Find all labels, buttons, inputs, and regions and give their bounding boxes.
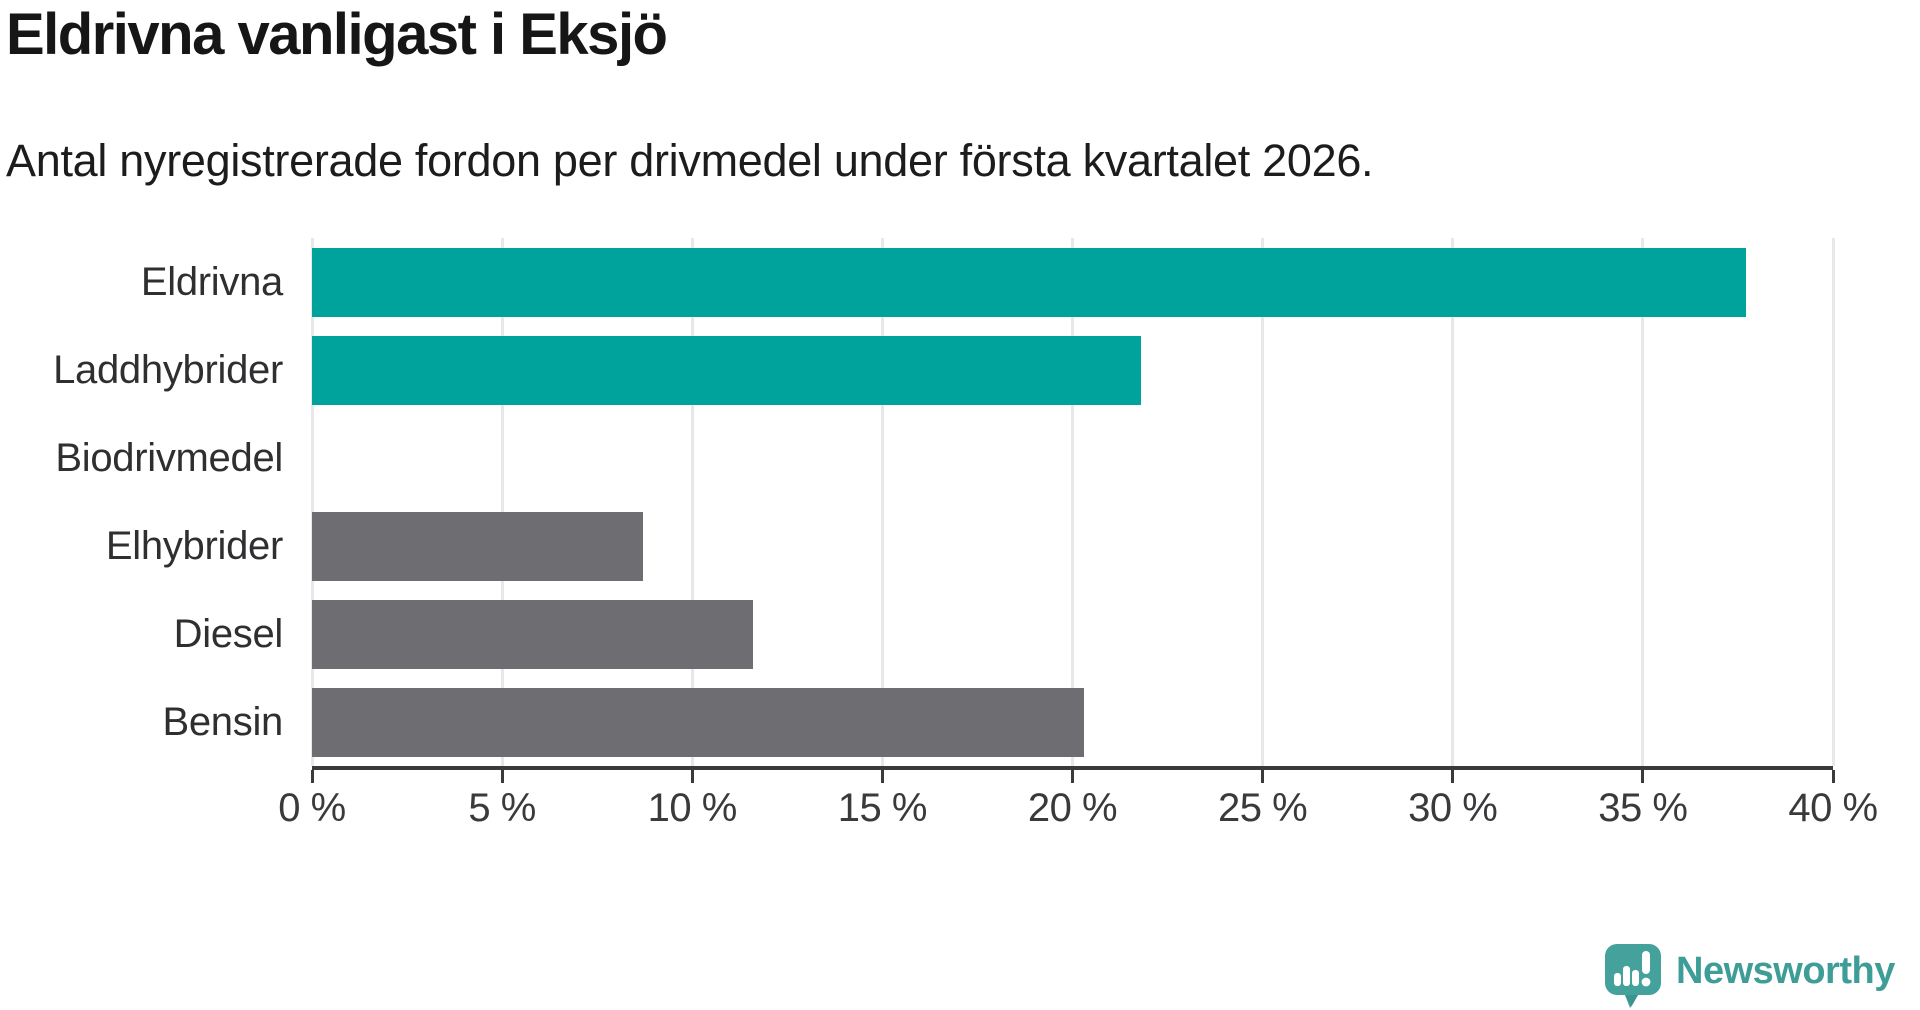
tick-mark-5 bbox=[500, 770, 504, 783]
tick-label-0: 0 % bbox=[278, 786, 346, 830]
gridline-10 bbox=[690, 238, 694, 766]
chart-title: Eldrivna vanligast i Eksjö bbox=[6, 2, 668, 67]
tick-mark-0 bbox=[310, 770, 314, 783]
gridline-30 bbox=[1451, 238, 1455, 766]
chart-subtitle: Antal nyregistrerade fordon per drivmede… bbox=[6, 135, 1374, 186]
bar-elhybrider bbox=[312, 512, 643, 581]
tick-label-15: 15 % bbox=[837, 786, 928, 830]
tick-mark-20 bbox=[1071, 770, 1074, 783]
tick-label-5: 5 % bbox=[468, 786, 536, 830]
bar-diesel bbox=[312, 600, 754, 669]
x-axis-tick-marks bbox=[310, 770, 1835, 784]
tick-mark-35 bbox=[1641, 770, 1645, 783]
newsworthy-logo[interactable]: Newsworthy bbox=[1604, 942, 1895, 1010]
category-label-laddhybrider: Laddhybrider bbox=[53, 348, 283, 392]
tick-mark-40 bbox=[1831, 770, 1835, 783]
gridline-0 bbox=[310, 238, 314, 766]
gridline-40 bbox=[1831, 238, 1835, 766]
category-label-elhybrider: Elhybrider bbox=[105, 524, 283, 568]
tick-label-35: 35 % bbox=[1598, 786, 1688, 830]
tick-mark-30 bbox=[1451, 770, 1455, 783]
bar-row bbox=[312, 414, 1833, 502]
plot-area bbox=[310, 238, 1835, 770]
bar-row bbox=[312, 502, 1833, 590]
bar-eldrivna bbox=[312, 248, 1746, 317]
category-axis-labels: Eldrivna Laddhybrider Biodrivmedel Elhybrid… bbox=[0, 238, 283, 766]
tick-mark-10 bbox=[690, 770, 694, 783]
bar-row bbox=[312, 590, 1833, 678]
category-label-biodrivmedel: Biodrivmedel bbox=[55, 436, 283, 480]
category-label-bensin: Bensin bbox=[162, 700, 283, 744]
bar-row bbox=[312, 326, 1833, 414]
bar-row bbox=[312, 238, 1833, 326]
tick-mark-15 bbox=[880, 770, 884, 783]
category-label-eldrivna: Eldrivna bbox=[140, 260, 283, 304]
tick-label-20: 20 % bbox=[1027, 786, 1118, 830]
newsworthy-wordmark: Newsworthy bbox=[1676, 950, 1895, 992]
newsworthy-icon bbox=[1605, 944, 1661, 1008]
gridline-20 bbox=[1071, 238, 1074, 766]
bar-bensin bbox=[312, 688, 1084, 757]
bar-row bbox=[312, 678, 1833, 766]
gridline-5 bbox=[500, 238, 504, 766]
tick-mark-25 bbox=[1261, 770, 1265, 783]
tick-label-30: 30 % bbox=[1408, 786, 1498, 830]
gridline-15 bbox=[880, 238, 884, 766]
tick-label-10: 10 % bbox=[647, 786, 738, 830]
tick-label-25: 25 % bbox=[1218, 786, 1308, 830]
x-axis-tick-labels: 0 % 5 % 10 % 15 % 20 % 25 % 30 % 35 % 40 % bbox=[278, 786, 1878, 836]
bar-laddhybrider bbox=[312, 336, 1141, 405]
gridline-35 bbox=[1641, 238, 1645, 766]
category-label-diesel: Diesel bbox=[173, 612, 284, 656]
tick-label-40: 40 % bbox=[1788, 786, 1878, 830]
gridline-25 bbox=[1261, 238, 1265, 766]
